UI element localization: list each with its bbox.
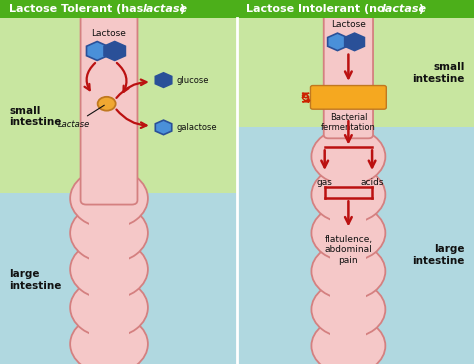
Circle shape [311, 243, 385, 300]
FancyBboxPatch shape [237, 127, 474, 364]
Circle shape [311, 128, 385, 185]
Circle shape [70, 314, 148, 364]
Text: glucose: glucose [176, 76, 209, 84]
FancyBboxPatch shape [237, 18, 474, 127]
Circle shape [70, 169, 148, 228]
Circle shape [70, 203, 148, 263]
Text: ): ) [179, 4, 184, 14]
Circle shape [311, 281, 385, 338]
Text: Lactose Tolerant (has: Lactose Tolerant (has [9, 4, 147, 14]
Text: galactose: galactose [176, 123, 217, 132]
FancyBboxPatch shape [0, 193, 237, 364]
Text: small
intestine: small intestine [412, 62, 465, 84]
Circle shape [70, 278, 148, 337]
Text: ): ) [419, 4, 424, 14]
Text: flatulence,
abdominal
pain: flatulence, abdominal pain [324, 235, 373, 265]
Text: acids: acids [360, 178, 384, 187]
Text: large
intestine: large intestine [9, 269, 62, 291]
FancyBboxPatch shape [81, 14, 137, 205]
Polygon shape [155, 73, 172, 87]
FancyBboxPatch shape [89, 189, 129, 353]
Polygon shape [345, 33, 365, 51]
FancyBboxPatch shape [0, 0, 474, 18]
Circle shape [311, 317, 385, 364]
Text: large
intestine: large intestine [412, 244, 465, 266]
Circle shape [311, 205, 385, 261]
Polygon shape [328, 33, 347, 51]
Polygon shape [104, 41, 126, 60]
Text: lactase: lactase [142, 4, 187, 14]
Polygon shape [155, 120, 172, 135]
Text: gas: gas [317, 178, 333, 187]
Circle shape [311, 166, 385, 223]
Text: small
intestine: small intestine [9, 106, 62, 127]
FancyBboxPatch shape [330, 124, 366, 353]
FancyBboxPatch shape [0, 18, 237, 193]
FancyBboxPatch shape [324, 15, 373, 138]
Text: Bacterial
fermentation: Bacterial fermentation [321, 113, 376, 132]
Circle shape [70, 240, 148, 299]
Text: Lactose: Lactose [91, 29, 127, 38]
Text: Lactose Intolerant (no: Lactose Intolerant (no [246, 4, 389, 14]
Circle shape [98, 97, 116, 111]
Text: lactase: lactase [382, 4, 427, 14]
Text: Lactose: Lactose [331, 20, 366, 29]
Polygon shape [86, 41, 108, 60]
Text: Lactase: Lactase [57, 105, 104, 129]
FancyBboxPatch shape [310, 86, 386, 109]
